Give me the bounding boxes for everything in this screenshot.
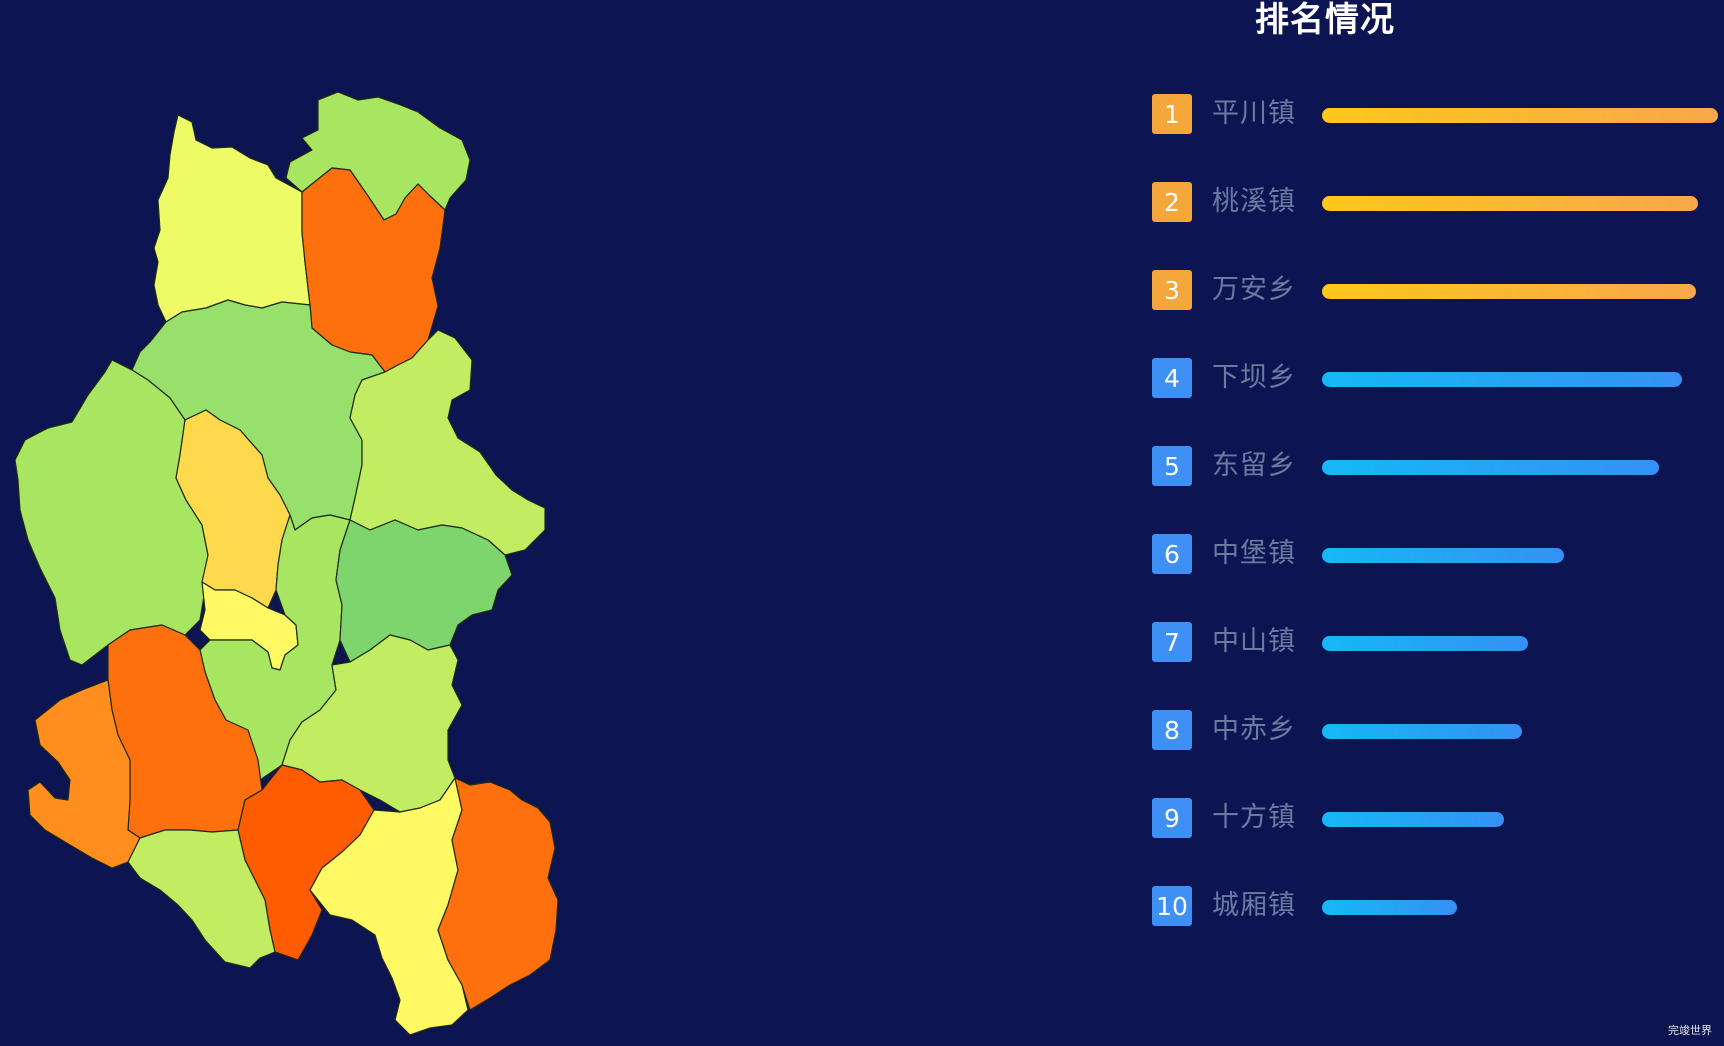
watermark: 完竣世界 [1668, 1024, 1712, 1037]
map-region-center-amber[interactable] [175, 409, 291, 609]
rank-bar[interactable] [1322, 372, 1682, 387]
rank-label: 十方镇 [1212, 802, 1296, 833]
rank-row: 5 东留乡 [1152, 446, 1722, 486]
rank-bar[interactable] [1322, 812, 1504, 827]
rank-bar-track [1322, 372, 1718, 387]
rank-badge: 4 [1152, 358, 1192, 398]
rank-row: 6 中堡镇 [1152, 534, 1722, 574]
rank-label: 万安乡 [1212, 274, 1296, 305]
rank-bar-track [1322, 284, 1718, 299]
rank-row: 7 中山镇 [1152, 622, 1722, 662]
rank-label: 中山镇 [1212, 626, 1296, 657]
rank-bar[interactable] [1322, 636, 1528, 651]
rank-bar-track [1322, 636, 1718, 651]
rank-badge: 8 [1152, 710, 1192, 750]
rank-label: 下坝乡 [1212, 362, 1296, 393]
rank-bar[interactable] [1322, 900, 1457, 915]
rank-bar-track [1322, 812, 1718, 827]
rank-bar-track [1322, 724, 1718, 739]
rank-bar[interactable] [1322, 460, 1659, 475]
rank-label: 桃溪镇 [1212, 186, 1296, 217]
map-region-se-orange[interactable] [437, 777, 559, 1011]
rank-badge: 9 [1152, 798, 1192, 838]
rank-label: 东留乡 [1212, 450, 1296, 481]
map-region-sw-green[interactable] [127, 829, 276, 969]
rank-badge: 10 [1152, 886, 1192, 926]
rank-bar-track [1322, 460, 1718, 475]
rank-row: 2 桃溪镇 [1152, 182, 1722, 222]
rank-bar-track [1322, 108, 1718, 123]
map-region-east-center[interactable] [335, 519, 513, 663]
rank-row: 10 城厢镇 [1152, 886, 1722, 926]
ranking-title: 排名情况 [1255, 0, 1395, 40]
map-region-east[interactable] [349, 329, 546, 556]
rank-badge: 3 [1152, 270, 1192, 310]
rank-badge: 7 [1152, 622, 1192, 662]
rank-label: 城厢镇 [1212, 890, 1296, 921]
rank-bar-track [1322, 196, 1718, 211]
rank-label: 中堡镇 [1212, 538, 1296, 569]
rank-row: 9 十方镇 [1152, 798, 1722, 838]
rank-label: 平川镇 [1212, 98, 1296, 129]
rank-bar[interactable] [1322, 548, 1564, 563]
rank-row: 4 下坝乡 [1152, 358, 1722, 398]
rank-bar-track [1322, 900, 1718, 915]
rank-badge: 2 [1152, 182, 1192, 222]
map-region-far-west[interactable] [27, 679, 141, 869]
rank-bar[interactable] [1322, 724, 1522, 739]
rank-row: 8 中赤乡 [1152, 710, 1722, 750]
rank-row: 3 万安乡 [1152, 270, 1722, 310]
rank-badge: 1 [1152, 94, 1192, 134]
rank-badge: 6 [1152, 534, 1192, 574]
rank-row: 1 平川镇 [1152, 94, 1722, 134]
rank-bar[interactable] [1322, 196, 1698, 211]
rank-bar-track [1322, 548, 1718, 563]
rank-label: 中赤乡 [1212, 714, 1296, 745]
rank-bar[interactable] [1322, 284, 1696, 299]
rank-bar[interactable] [1322, 108, 1718, 123]
rank-badge: 5 [1152, 446, 1192, 486]
